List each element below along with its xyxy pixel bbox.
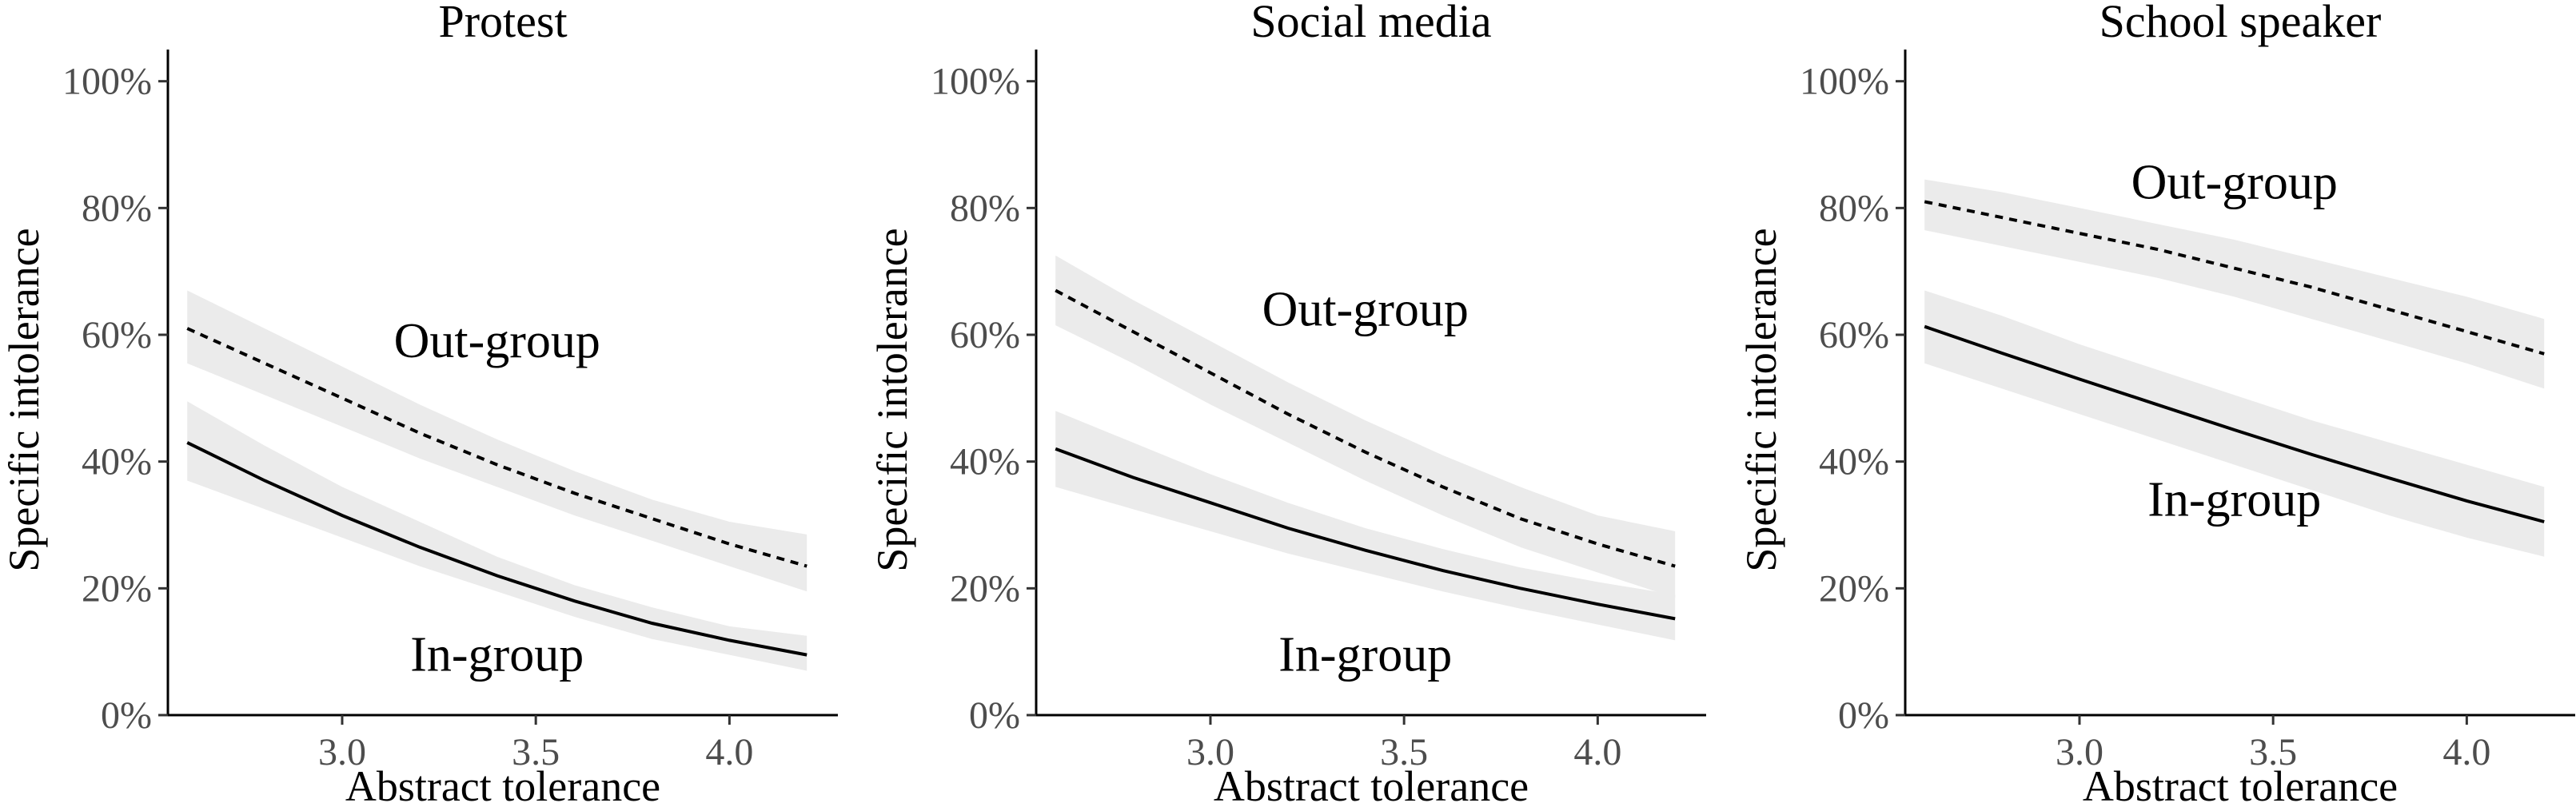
x-tick-label: 4.0 [705,731,753,773]
y-tick-label: 0% [1838,694,1889,737]
x-tick-label: 3.0 [2056,731,2103,773]
y-tick-label: 100% [62,61,152,103]
confidence-band-dashed [1055,255,1676,598]
y-tick-label: 60% [950,314,1020,356]
y-tick-label: 40% [82,441,152,483]
y-tick-label: 80% [950,187,1020,229]
series-line-dashed [186,327,807,568]
series-line-dashed [1924,200,2545,356]
x-tick-label: 3.0 [1186,731,1234,773]
y-tick-label: 0% [969,694,1020,737]
series-annotation: Out-group [394,314,600,368]
y-tick-label: 60% [82,314,152,356]
panel-title: Protest [438,0,567,47]
series-annotation: In-group [2147,472,2321,527]
x-tick-label: 3.5 [512,731,560,773]
x-axis-title: Abstract tolerance [1214,762,1529,807]
y-tick-label: 60% [1819,314,1889,356]
y-tick-label: 80% [1819,187,1889,229]
panel-title: School speaker [2099,0,2382,47]
y-axis-title: Specific intolerance [1737,228,1785,571]
y-tick-label: 100% [931,61,1020,103]
series-annotation: In-group [410,628,584,682]
y-tick-label: 20% [82,567,152,610]
series-line-dashed [1055,288,1676,568]
series-annotation: Out-group [1262,282,1469,336]
series-line-solid [186,441,807,657]
series-annotation: In-group [1278,628,1452,682]
x-tick-label: 4.0 [2442,731,2490,773]
x-tick-label: 3.5 [1380,731,1428,773]
y-axis-title: Specific intolerance [0,228,48,571]
y-tick-label: 40% [950,441,1020,483]
y-tick-label: 20% [950,567,1020,610]
x-axis-title: Abstract tolerance [345,762,660,807]
y-tick-label: 40% [1819,441,1889,483]
y-tick-label: 20% [1819,567,1889,610]
y-tick-label: 80% [82,187,152,229]
x-tick-label: 3.5 [2249,731,2297,773]
confidence-band-solid [1924,290,2545,557]
series-annotation: Out-group [2131,156,2338,210]
series-line-solid [1924,324,2545,523]
x-tick-label: 4.0 [1573,731,1621,773]
y-axis-title: Specific intolerance [868,228,916,571]
chart-panel-2: 0% 20% 40% 60% 80% 100% 3.0 3.5 4.0 Social media A… [868,0,1706,807]
confidence-band-solid [1055,411,1676,641]
panel-title: Social media [1250,0,1491,47]
confidence-band-dashed [187,290,807,592]
series-line-solid [1055,447,1676,621]
x-tick-label: 3.0 [318,731,366,773]
chart-panel-3: 0% 20% 40% 60% 80% 100% 3.0 3.5 4.0 School speake… [1737,0,2575,807]
y-tick-label: 0% [101,694,152,737]
confidence-band-dashed [1924,179,2545,389]
y-tick-label: 100% [1800,61,1889,103]
x-axis-title: Abstract tolerance [2083,762,2398,807]
chart-panel-1: 0% 20% 40% 60% 80% 100% 3.0 3.5 4.0 Protest Abstra… [0,0,838,807]
